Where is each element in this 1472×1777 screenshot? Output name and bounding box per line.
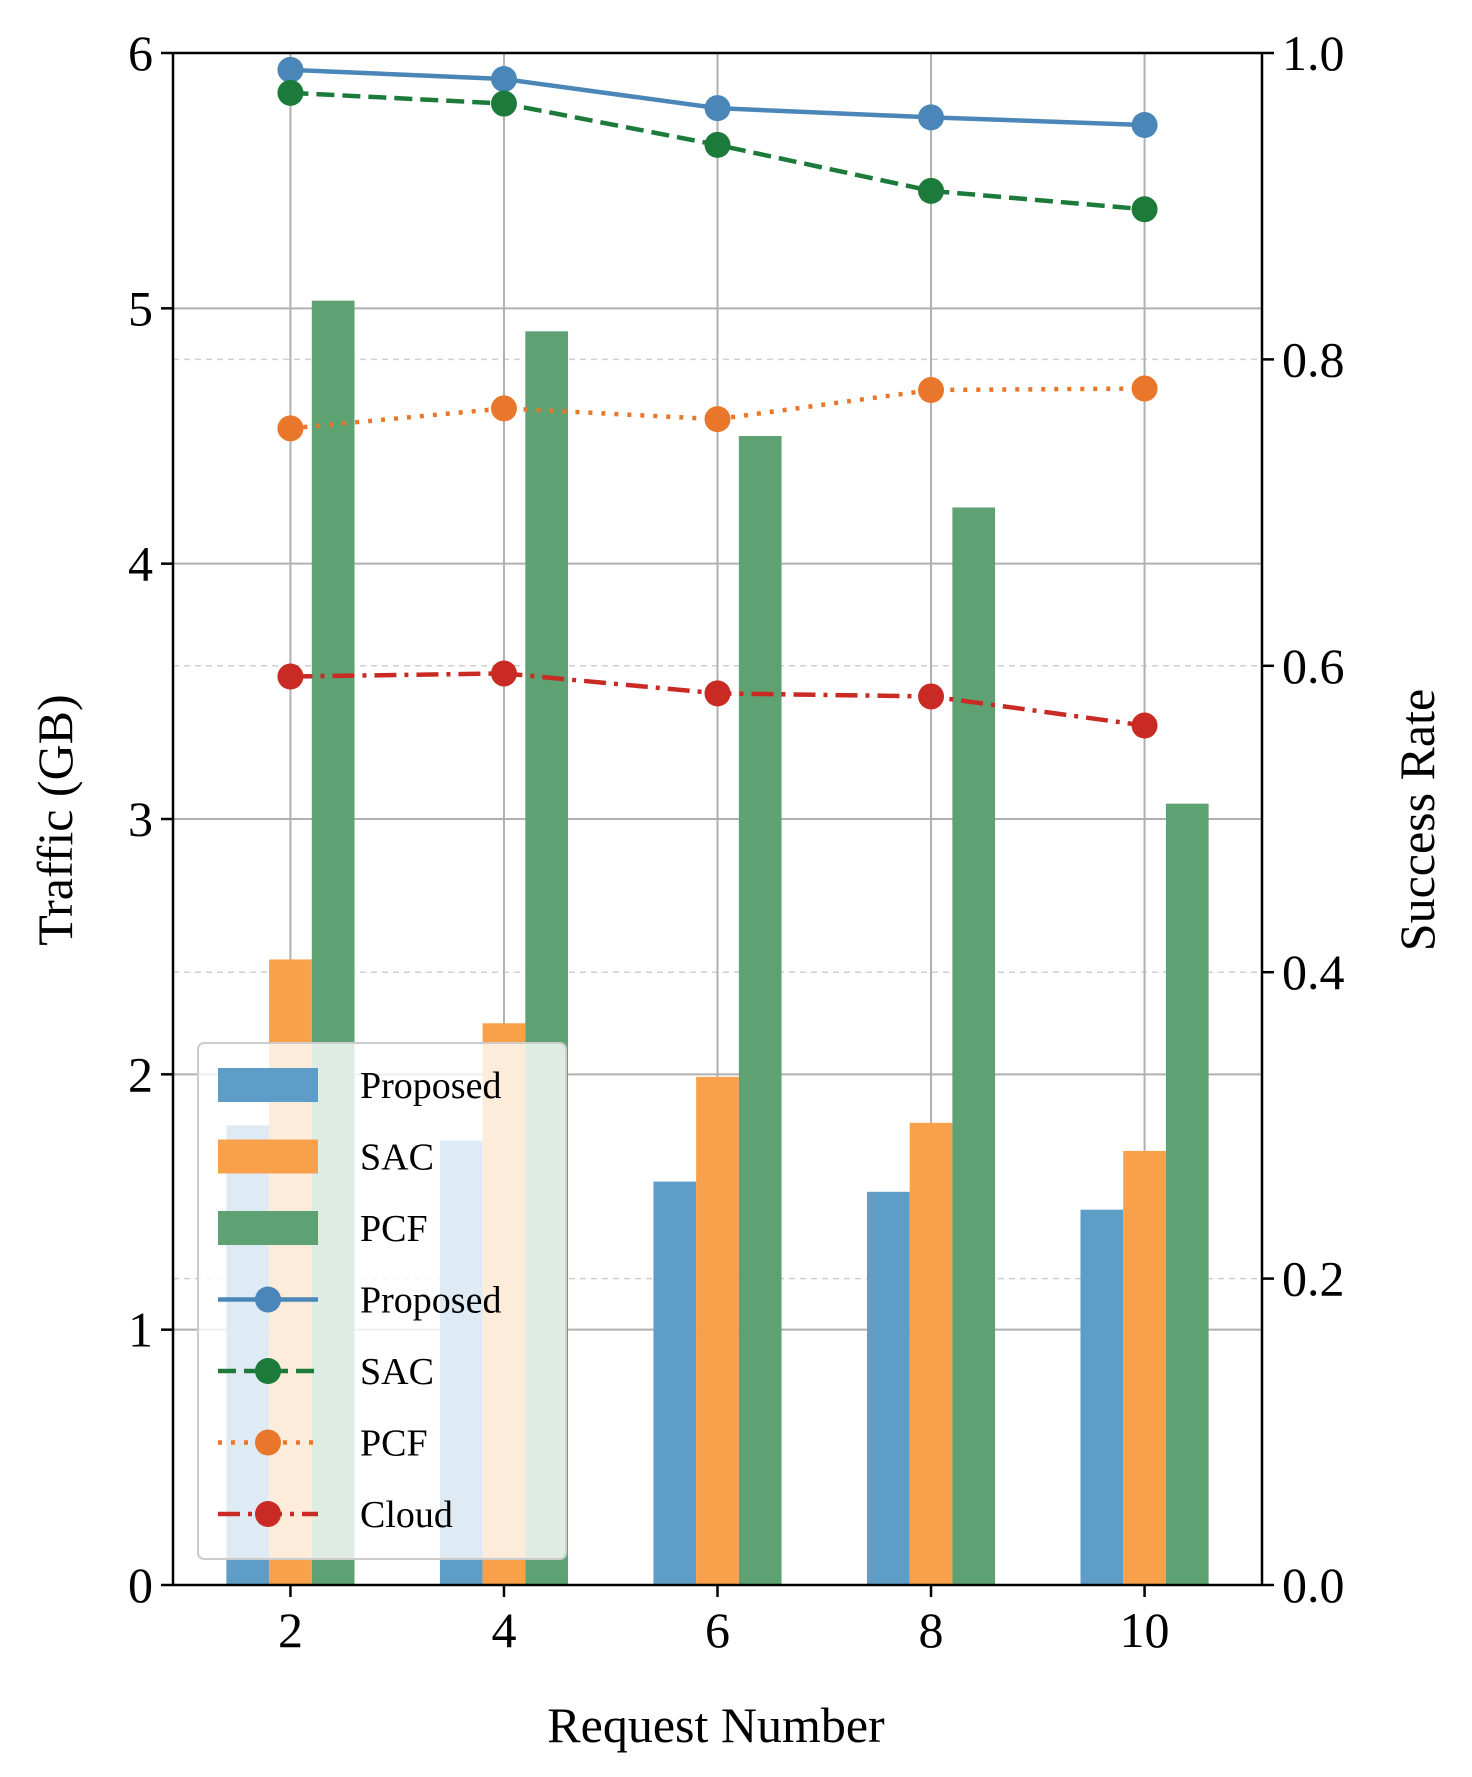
y-left-tick-label: 4	[128, 536, 153, 592]
legend-label: Cloud	[360, 1494, 453, 1536]
point-sac	[1131, 196, 1158, 223]
bar-pcf	[1165, 803, 1209, 1585]
bar-pcf	[952, 507, 996, 1585]
x-tick-label: 6	[705, 1602, 730, 1658]
legend-swatch-marker	[255, 1358, 281, 1384]
legend-swatch-marker	[255, 1501, 281, 1527]
point-proposed	[704, 95, 731, 122]
axis-layer: 2 4 6 8 10 0 1 2 3 4 5 6 0.0 0.2 0.4 0.6 0.8 1.0	[128, 25, 1345, 1658]
point-cloud	[704, 680, 731, 707]
point-sac	[704, 131, 731, 158]
point-pcf	[704, 406, 731, 433]
y-left-tick-label: 2	[128, 1046, 153, 1102]
bar-proposed	[1080, 1209, 1124, 1585]
bar-sac	[696, 1076, 739, 1585]
point-pcf	[490, 395, 517, 422]
point-cloud	[277, 663, 304, 690]
bar-sac	[909, 1122, 953, 1585]
point-cloud	[490, 660, 517, 687]
y-right-tick-label: 0.6	[1282, 638, 1345, 694]
x-tick-label: 2	[278, 1602, 303, 1658]
y-left-tick-label: 0	[128, 1557, 153, 1613]
point-pcf	[918, 377, 945, 404]
legend-label: Proposed	[360, 1280, 501, 1322]
legend-label: SAC	[360, 1137, 434, 1179]
point-cloud	[918, 683, 945, 710]
y-right-tick-label: 0.2	[1282, 1251, 1345, 1307]
legend: Proposed SAC PCF Proposed SAC PCF Cloud	[197, 1042, 567, 1560]
legend-label: Proposed	[360, 1065, 501, 1107]
point-proposed	[1131, 112, 1158, 139]
point-sac	[490, 90, 517, 117]
legend-label: PCF	[360, 1208, 428, 1250]
y-axis-left-title: Traffic (GB)	[27, 694, 83, 945]
y-left-tick-label: 3	[128, 791, 153, 847]
x-tick-label: 10	[1120, 1602, 1170, 1658]
bar-proposed	[866, 1191, 910, 1585]
y-left-tick-label: 6	[128, 25, 153, 81]
legend-swatch-marker	[255, 1429, 281, 1456]
point-sac	[277, 79, 304, 106]
y-right-tick-label: 0.8	[1282, 331, 1345, 387]
point-sac	[918, 177, 945, 204]
y-left-tick-label: 1	[128, 1302, 153, 1358]
bar-pcf	[738, 436, 782, 1585]
legend-swatch-bar	[218, 1068, 318, 1102]
point-proposed	[490, 66, 517, 93]
point-proposed	[918, 104, 945, 131]
point-proposed	[277, 56, 304, 83]
point-pcf	[1131, 375, 1158, 402]
y-left-tick-label: 5	[128, 280, 153, 336]
legend-swatch-bar	[218, 1139, 318, 1174]
legend-swatch-marker	[255, 1286, 281, 1313]
bar-sac	[1123, 1150, 1166, 1585]
y-right-tick-label: 1.0	[1282, 25, 1345, 81]
y-right-tick-label: 0.0	[1282, 1557, 1345, 1613]
x-tick-label: 8	[919, 1602, 944, 1658]
y-axis-right-title: Success Rate	[1389, 689, 1445, 951]
point-cloud	[1131, 712, 1158, 739]
legend-swatch-bar	[218, 1211, 318, 1245]
line-layer	[277, 56, 1158, 739]
legend-label: SAC	[360, 1351, 434, 1393]
legend-label: PCF	[360, 1423, 428, 1465]
y-right-tick-label: 0.4	[1282, 944, 1345, 1000]
x-tick-label: 4	[491, 1602, 516, 1658]
bar-proposed	[653, 1181, 697, 1585]
point-pcf	[277, 415, 304, 442]
x-axis-title: Request Number	[547, 1697, 885, 1753]
